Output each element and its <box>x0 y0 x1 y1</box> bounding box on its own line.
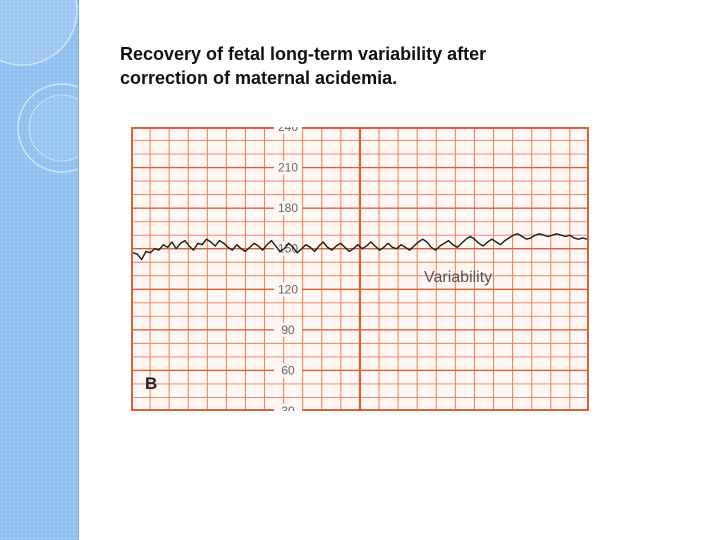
y-tick-label-bg <box>274 127 302 134</box>
y-tick-label-bg <box>274 322 302 337</box>
fetal-heart-rate-chart: 240 210 180 150 120 90 60 30 B Variability <box>131 127 589 411</box>
y-tick-label: 120 <box>278 282 298 296</box>
trace-layer <box>132 233 588 261</box>
y-tick-label: 210 <box>278 161 298 175</box>
fhr-trace-line <box>132 233 588 261</box>
y-axis-ticks: 240 210 180 150 120 90 60 30 <box>274 127 302 411</box>
y-tick-label-bg <box>274 404 302 411</box>
y-tick-label: 150 <box>278 242 298 256</box>
variability-annotation: Variability <box>424 269 492 286</box>
decorative-side-band <box>0 0 79 540</box>
slide-title-line-2: correction of maternal acidemia. <box>120 68 398 88</box>
y-tick-label: 60 <box>281 363 295 377</box>
y-tick-label-bg <box>274 282 302 297</box>
y-tick-label: 30 <box>281 404 295 411</box>
y-tick-label-bg <box>274 160 302 175</box>
y-tick-label: 180 <box>278 201 298 215</box>
y-tick-label-bg <box>274 201 302 216</box>
y-tick-label: 90 <box>281 323 295 337</box>
y-tick-label-bg <box>274 363 302 378</box>
panel-label: B <box>145 374 157 393</box>
y-tick-label: 240 <box>278 127 298 134</box>
chart-canvas: 240 210 180 150 120 90 60 30 B Variability <box>131 127 589 411</box>
chart-frame <box>131 127 589 411</box>
decorative-circles-icon <box>0 0 78 173</box>
slide-title-line-1: Recovery of fetal long-term variability … <box>120 44 487 64</box>
y-tick-label-bg <box>274 241 302 256</box>
grid-major-lines <box>131 127 589 411</box>
slide-title: Recovery of fetal long-term variability … <box>120 42 540 90</box>
